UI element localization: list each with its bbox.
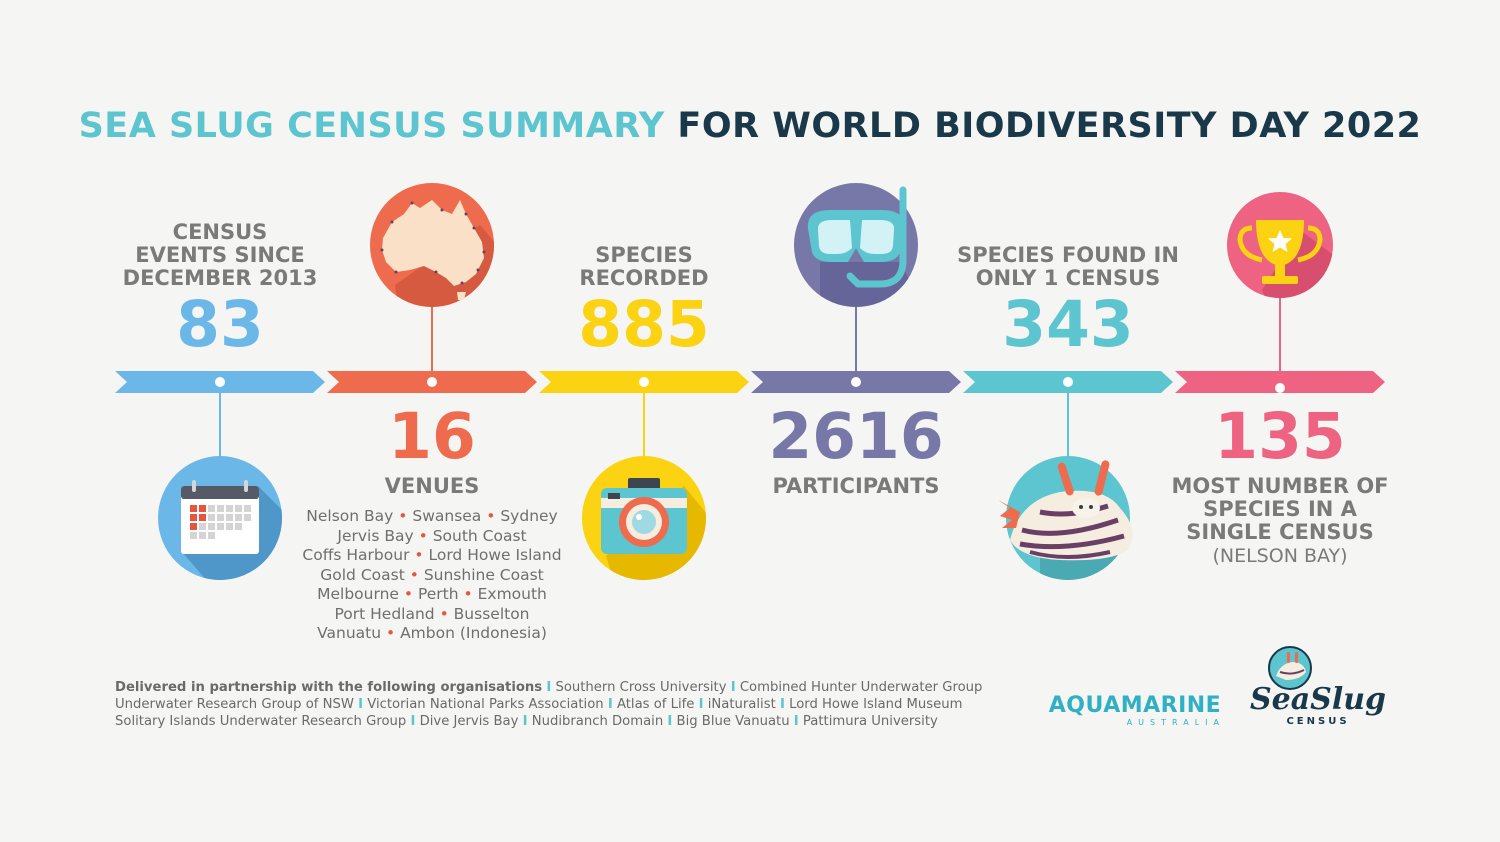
- page-title: SEA SLUG CENSUS SUMMARY FOR WORLD BIODIV…: [0, 106, 1500, 146]
- partners-line-2: Underwater Research Group of NSW I Victo…: [115, 696, 963, 712]
- most-species-value: 135: [1214, 400, 1346, 473]
- venues-line: Port Hedland • Busselton: [334, 604, 530, 623]
- venues-line: Melbourne • Perth • Exmouth: [317, 585, 547, 603]
- calendar-icon: [158, 456, 282, 580]
- segment-pink: [1175, 371, 1385, 393]
- title-part-1: SEA SLUG CENSUS SUMMARY: [78, 106, 665, 146]
- partners-text: Delivered in partnership with the follow…: [115, 680, 1035, 730]
- snorkel-mask-icon: [794, 183, 918, 307]
- venues-value: 16: [388, 400, 476, 473]
- aquamarine-logo: AQUAMARINE AUSTRALIA: [1048, 693, 1225, 728]
- title-part-2: FOR WORLD BIODIVERSITY DAY 2022: [677, 106, 1422, 146]
- census-events-value: 83: [176, 288, 264, 361]
- trophy-icon: [1227, 192, 1333, 298]
- most-species-label: MOST NUMBER OF SPECIES IN A SINGLE CENSU…: [1171, 474, 1389, 544]
- partners-line-3: Solitary Islands Underwater Research Gro…: [115, 713, 938, 729]
- venues-line: Jervis Bay • South Coast: [337, 526, 527, 545]
- species-recorded-value: 885: [578, 288, 710, 361]
- most-species-venue: (NELSON BAY): [1212, 545, 1348, 567]
- connector-lines: [219, 298, 1281, 456]
- venues-line: Gold Coast • Sunshine Coast: [320, 565, 544, 584]
- partners-line-1: Delivered in partnership with the follow…: [115, 680, 983, 695]
- participants-value: 2616: [768, 400, 944, 473]
- australia-map-icon: [370, 183, 494, 307]
- venues-line: Nelson Bay • Swansea • Sydney: [306, 507, 558, 525]
- sea-slug-icon: [998, 456, 1133, 580]
- venues-line: Coffs Harbour • Lord Howe Island: [302, 546, 562, 564]
- camera-icon: [582, 456, 706, 580]
- participants-label: PARTICIPANTS: [772, 474, 940, 498]
- venues-list: Nelson Bay • Swansea • Sydney Jervis Bay…: [272, 507, 592, 644]
- timeline-bar: [115, 371, 1385, 393]
- seaslug-logo: SeaSlug CENSUS: [1249, 682, 1387, 728]
- species-recorded-label: SPECIES RECORDED: [579, 243, 709, 290]
- seaslug-logo-emblem: [1268, 646, 1312, 690]
- single-census-value: 343: [1002, 288, 1134, 361]
- single-census-label: SPECIES FOUND IN ONLY 1 CENSUS: [957, 243, 1179, 290]
- venues-line: Vanuatu • Ambon (Indonesia): [317, 624, 547, 642]
- census-events-label: CENSUS EVENTS SINCE DECEMBER 2013: [122, 220, 318, 290]
- venues-label: VENUES: [384, 474, 480, 498]
